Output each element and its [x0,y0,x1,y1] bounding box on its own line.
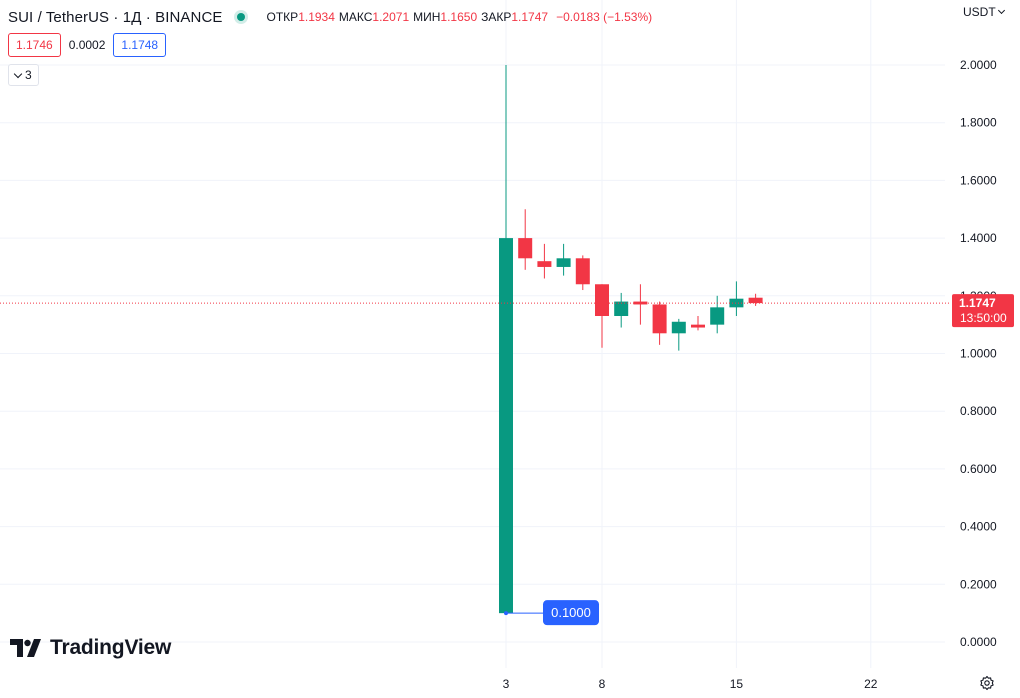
settings-icon[interactable] [979,675,995,691]
candle-down [633,284,648,325]
low-value: 1.1650 [440,10,478,24]
candle-up [710,295,725,334]
candle-body [652,304,667,334]
countdown-label: 13:50:00 [960,311,1007,325]
chevron-down-icon [997,6,1005,15]
y-tick-label: 0.8000 [960,404,997,418]
y-tick-label: 0.2000 [960,577,997,591]
candle-body [729,298,744,308]
candle-body [499,238,513,614]
candle-body [595,284,609,316]
close-label: ЗАКР [481,10,512,24]
indicators-toggle-button[interactable]: 3 [8,64,39,86]
y-tick-label: 0.4000 [960,520,997,534]
candle-up [614,292,629,328]
tradingview-logo-icon [10,639,41,657]
close-value: 1.1747 [511,10,549,24]
candle-up [556,243,571,276]
change-value: −0.0183 (−1.53%) [556,10,653,24]
low-marker-badge [543,600,599,626]
candle-body [537,261,552,267]
y-tick-label: 0.6000 [960,462,997,476]
x-tick-label: 15 [730,677,744,691]
currency-label: USDT [963,5,996,19]
open-value: 1.1934 [298,10,335,24]
candle-down [595,284,609,348]
candle-body [518,238,533,259]
tradingview-logo[interactable]: TradingView [10,636,171,660]
candle-up [499,65,513,614]
candle-down [748,293,763,306]
high-label: МАКС [338,10,373,24]
candle-down [518,209,533,270]
sell-price-button[interactable]: 1.1746 [8,33,61,57]
chevron-down-icon [13,69,23,78]
tradingview-logo-text: TradingView [50,636,172,659]
candle-body [633,301,648,305]
last-price-label: 1.1747 [959,296,996,310]
open-label: ОТКР [266,10,299,24]
quote-row: 1.1746 0.0002 1.1748 [8,33,167,57]
candle-down [652,301,667,345]
y-tick-label: 1.8000 [960,116,997,130]
x-tick-label: 3 [503,677,510,691]
candle-down [575,255,590,291]
y-tick-label: 0.0000 [960,635,997,649]
candle-up [671,318,686,351]
low-marker-dot [504,611,508,616]
high-value: 1.2071 [372,10,410,24]
x-tick-label: 8 [599,677,606,691]
candle-body [671,321,686,334]
y-tick-label: 2.0000 [960,58,997,72]
x-tick-label: 22 [864,677,878,691]
candle-down [691,315,705,331]
buy-price-button[interactable]: 1.1748 [113,33,167,57]
candle-body [710,307,725,325]
indicators-count: 3 [25,68,32,82]
spread-value: 0.0002 [68,38,106,52]
candle-body [614,301,629,316]
candle-up [729,281,744,316]
y-tick-label: 1.0000 [960,347,997,361]
y-tick-label: 1.6000 [960,173,997,187]
last-price-badge [952,294,1014,328]
low-label: МИН [413,10,441,24]
y-tick-label: 1.4000 [960,231,997,245]
candle-body [748,297,763,304]
market-open-status-icon[interactable] [236,13,245,21]
candle-body [556,258,571,267]
chart-legend: SUI / TetherUS · 1Д · BINANCE ОТКР 1.193… [8,7,652,27]
currency-selector[interactable]: USDT [963,5,1005,19]
candle-body [575,258,590,285]
symbol-title[interactable]: SUI / TetherUS · 1Д · BINANCE [8,8,223,26]
candle-body [691,324,705,328]
low-marker-label: 0.1000 [551,605,591,620]
candle-down [537,243,552,279]
